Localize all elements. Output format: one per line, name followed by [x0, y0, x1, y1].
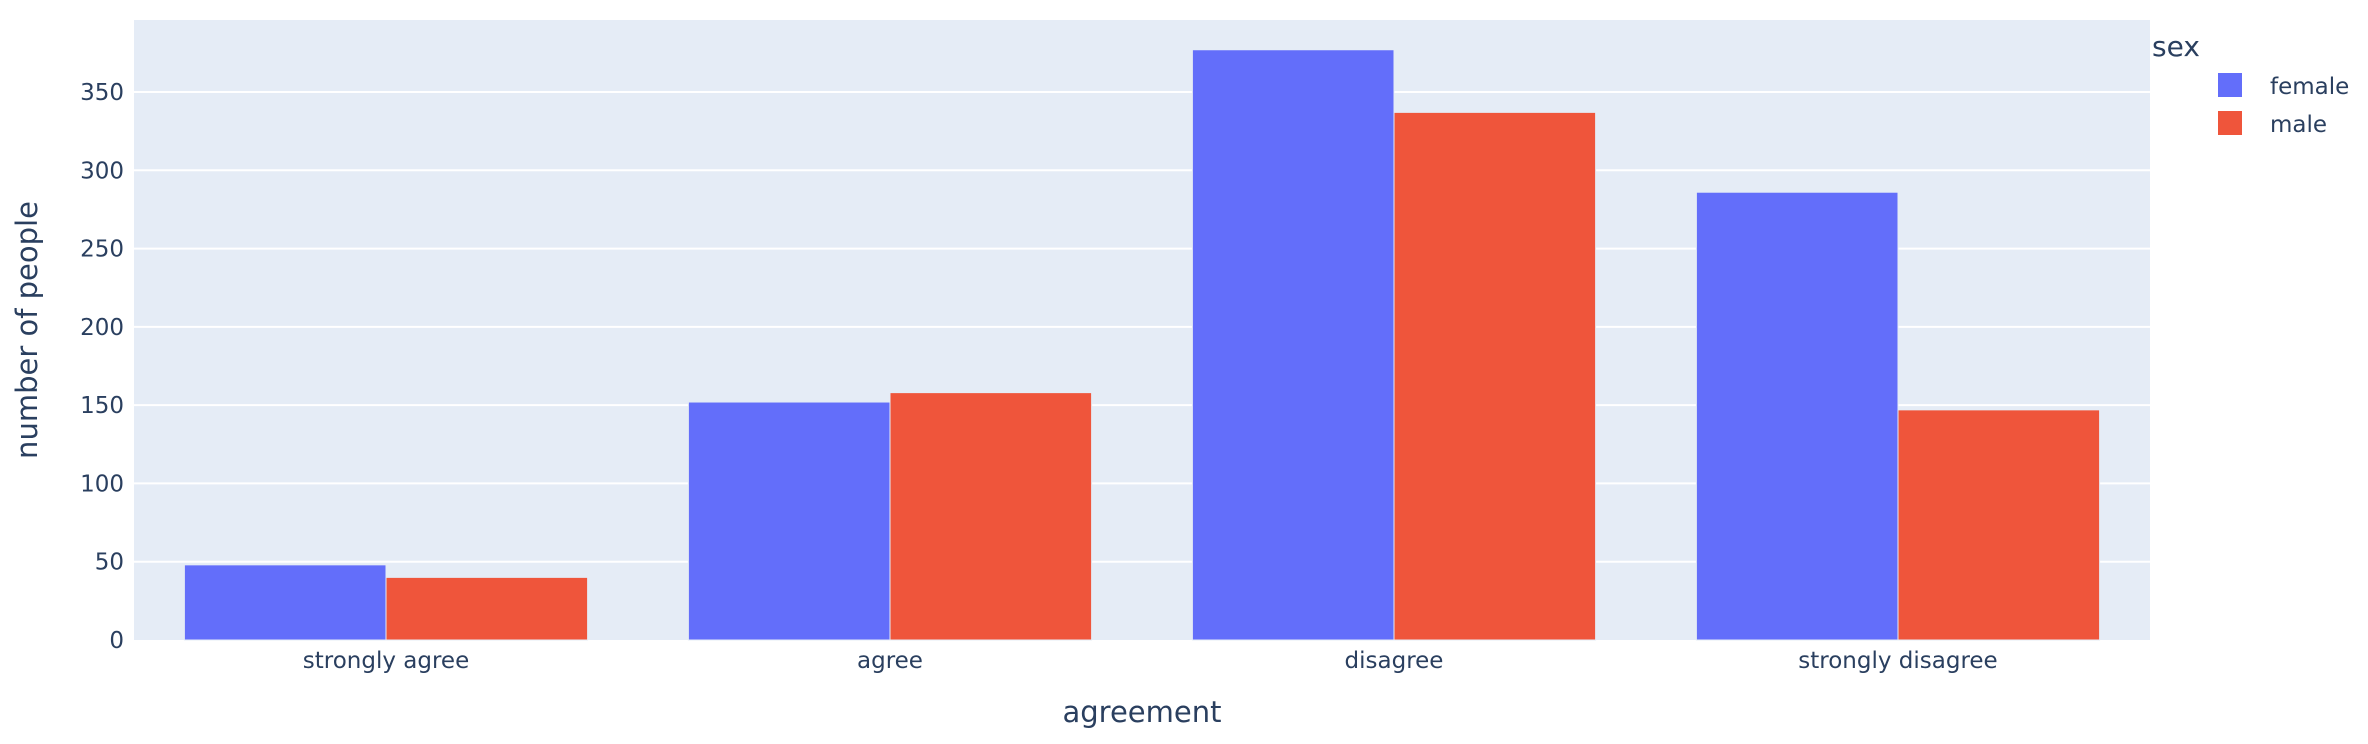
legend[interactable]: sex female male — [2152, 30, 2349, 138]
y-tick-label: 300 — [80, 158, 124, 184]
y-tick-label: 0 — [109, 628, 124, 654]
x-tick-labels: strongly agree agree disagree strongly disa… — [303, 648, 1998, 674]
bar-female[interactable] — [687, 401, 891, 641]
legend-label-female[interactable]: female — [2270, 74, 2349, 100]
legend-label-male[interactable]: male — [2270, 112, 2327, 138]
y-axis-title: number of people — [10, 201, 44, 459]
y-tick-label: 200 — [80, 315, 124, 341]
bar-female[interactable] — [183, 564, 387, 641]
legend-title: sex — [2152, 30, 2200, 63]
x-tick-label: strongly disagree — [1798, 648, 1997, 674]
bar-male[interactable] — [1393, 111, 1597, 641]
x-tick-label: disagree — [1345, 648, 1444, 674]
y-tick-label: 50 — [95, 550, 124, 576]
bar-female[interactable] — [1695, 191, 1899, 641]
y-gridlines — [134, 91, 2150, 563]
bar-male[interactable] — [385, 576, 589, 641]
legend-swatch-male[interactable] — [2218, 111, 2242, 135]
bars[interactable] — [183, 49, 2101, 641]
y-tick-labels: 0 50 100 150 200 250 300 350 — [80, 80, 124, 654]
bar-male[interactable] — [1897, 409, 2101, 641]
x-tick-label: strongly agree — [303, 648, 469, 674]
bar-male[interactable] — [889, 392, 1093, 641]
y-tick-label: 350 — [80, 80, 124, 106]
y-tick-label: 250 — [80, 237, 124, 263]
x-axis-title: agreement — [1063, 695, 1222, 729]
y-tick-label: 100 — [80, 471, 124, 497]
y-tick-label: 150 — [80, 393, 124, 419]
legend-swatch-female[interactable] — [2218, 73, 2242, 97]
x-tick-label: agree — [857, 648, 923, 674]
bar-female[interactable] — [1191, 49, 1395, 641]
